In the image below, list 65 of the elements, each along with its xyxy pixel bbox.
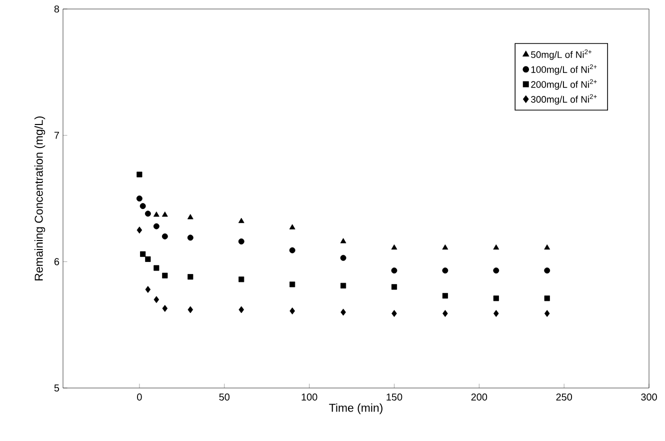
x-tick-label: 300 (641, 394, 657, 401)
legend-label: 200mg/L of Ni$^{2+}$ (531, 79, 597, 90)
point (289, 247, 296, 254)
point (238, 238, 244, 244)
legend-label: 100mg/L of Ni$^{2+}$ (531, 64, 597, 75)
point (544, 244, 550, 250)
point (188, 274, 194, 280)
point (136, 172, 142, 178)
y-tick-label: 8 (54, 5, 60, 13)
point (391, 244, 398, 250)
x-tick-label: 50 (219, 394, 230, 401)
point (442, 292, 448, 299)
x-tick-label: 0 (137, 394, 142, 401)
point (340, 254, 346, 261)
point (187, 234, 194, 241)
legend-label: 300mg/L of Ni$^{2+}$ (531, 94, 597, 105)
point (493, 244, 500, 250)
y-tick-label: 5 (54, 384, 60, 392)
point (442, 310, 448, 317)
x-tick-label: 200 (471, 394, 488, 401)
point (290, 282, 296, 288)
point (144, 210, 151, 217)
point (162, 272, 168, 278)
point (187, 214, 194, 220)
point (136, 196, 142, 202)
point (544, 268, 550, 274)
point (136, 226, 142, 234)
point (493, 310, 499, 317)
legend-label: 50mg/L of Ni$^{2+}$ (531, 49, 592, 60)
point (544, 296, 550, 302)
point (493, 296, 499, 302)
point (145, 286, 151, 293)
point (162, 212, 168, 217)
point (340, 282, 346, 288)
point (162, 304, 168, 312)
point (340, 308, 346, 316)
point (162, 233, 168, 240)
y-tick-label: 6 (54, 258, 60, 266)
point (544, 310, 550, 317)
point (493, 268, 500, 274)
point (154, 296, 160, 304)
point (153, 223, 160, 230)
point (238, 218, 244, 224)
point (188, 306, 194, 314)
point (140, 203, 146, 210)
point (289, 224, 296, 230)
x-axis-title: Time (min) (329, 403, 382, 414)
y-tick-label: 7 (54, 132, 59, 139)
point (442, 244, 448, 250)
point (392, 310, 397, 317)
x-tick-label: 250 (556, 394, 572, 401)
point (442, 268, 448, 274)
point (340, 238, 346, 244)
point (290, 307, 295, 314)
point (391, 284, 398, 290)
point (238, 276, 244, 282)
point (238, 306, 244, 314)
point (140, 251, 146, 257)
point (154, 265, 160, 271)
x-tick-label: 150 (386, 394, 402, 401)
point (153, 212, 160, 217)
point (391, 268, 398, 274)
x-tick-label: 100 (302, 394, 318, 401)
point (145, 256, 151, 262)
y-axis-title: Remaining Concentration (mg/L) (34, 116, 46, 280)
